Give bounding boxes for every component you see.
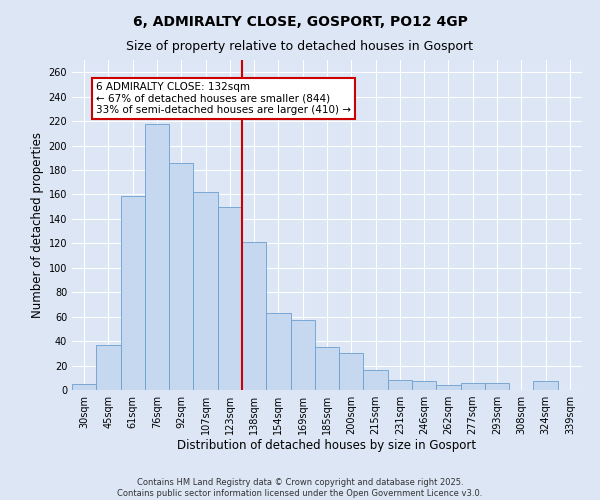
Bar [315, 347, 339, 390]
Bar [96, 345, 121, 390]
Bar [290, 320, 315, 390]
Text: 6 ADMIRALTY CLOSE: 132sqm
← 67% of detached houses are smaller (844)
33% of semi: 6 ADMIRALTY CLOSE: 132sqm ← 67% of detac… [96, 82, 351, 115]
Y-axis label: Number of detached properties: Number of detached properties [31, 132, 44, 318]
Bar [72, 384, 96, 390]
Bar [145, 124, 169, 390]
Bar [242, 242, 266, 390]
Bar [339, 354, 364, 390]
Text: 6, ADMIRALTY CLOSE, GOSPORT, PO12 4GP: 6, ADMIRALTY CLOSE, GOSPORT, PO12 4GP [133, 15, 467, 29]
Bar [266, 313, 290, 390]
Bar [364, 370, 388, 390]
Bar [169, 162, 193, 390]
Bar [485, 382, 509, 390]
Bar [533, 382, 558, 390]
Bar [436, 385, 461, 390]
Bar [121, 196, 145, 390]
X-axis label: Distribution of detached houses by size in Gosport: Distribution of detached houses by size … [178, 438, 476, 452]
Bar [388, 380, 412, 390]
Text: Contains HM Land Registry data © Crown copyright and database right 2025.
Contai: Contains HM Land Registry data © Crown c… [118, 478, 482, 498]
Bar [412, 382, 436, 390]
Bar [193, 192, 218, 390]
Bar [218, 206, 242, 390]
Bar [461, 382, 485, 390]
Text: Size of property relative to detached houses in Gosport: Size of property relative to detached ho… [127, 40, 473, 53]
